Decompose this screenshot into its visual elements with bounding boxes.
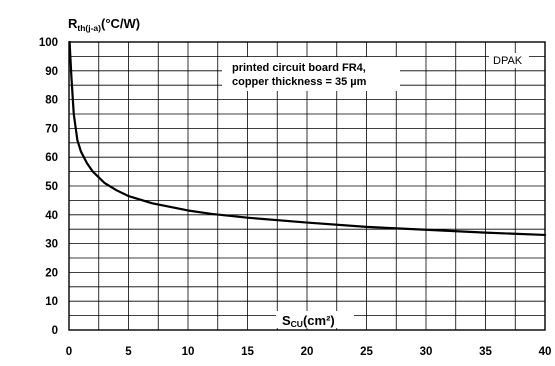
x-tick-label: 20 (301, 346, 314, 358)
annotation-background (222, 57, 400, 91)
y-tick-label: 60 (45, 152, 58, 164)
y-tick-label: 50 (45, 181, 58, 193)
y-tick-label: 10 (45, 296, 58, 308)
y-tick-label: 0 (52, 325, 58, 337)
annotation-line-2: copper thickness = 35 µm (232, 76, 367, 88)
x-tick-label: 40 (539, 346, 552, 358)
package-label: DPAK (493, 55, 523, 67)
x-tick-label: 30 (420, 346, 433, 358)
y-axis-label-main: R (68, 16, 78, 31)
x-tick-label: 10 (182, 346, 195, 358)
x-axis-label-unit: (cm²) (303, 313, 335, 328)
series-line (68, 40, 547, 237)
x-axis-label: SCU(cm²) (282, 313, 335, 329)
x-axis-label-main: S (282, 313, 291, 328)
tick-labels: 0 5 10 15 20 25 30 35 40 0 10 20 30 40 50 60 70 80 90 100 (39, 37, 552, 358)
plot-frame (68, 41, 546, 331)
y-tick-label: 80 (45, 95, 58, 107)
y-tick-label: 30 (45, 239, 58, 251)
x-tick-label: 35 (479, 346, 492, 358)
x-tick-label: 5 (125, 346, 132, 358)
y-tick-label: 70 (45, 123, 58, 135)
x-tick-label: 15 (241, 346, 254, 358)
y-tick-label: 100 (39, 37, 58, 49)
x-axis-label-subscript: CU (291, 319, 303, 329)
y-tick-label: 90 (45, 66, 58, 78)
x-axis-label-background (276, 311, 354, 328)
annotation-line-1: printed circuit board FR4, (232, 62, 366, 74)
x-tick-label: 25 (360, 346, 373, 358)
y-axis-label: Rth(j-a)(°C/W) (68, 16, 140, 33)
x-tick-label: 0 (66, 346, 72, 358)
y-tick-label: 20 (45, 267, 58, 279)
y-tick-label: 40 (45, 210, 58, 222)
curve-layer (68, 40, 547, 237)
package-label-background (489, 53, 529, 68)
y-axis-label-subscript: th(j-a) (77, 23, 101, 33)
y-axis-label-unit: (°C/W) (101, 16, 140, 31)
